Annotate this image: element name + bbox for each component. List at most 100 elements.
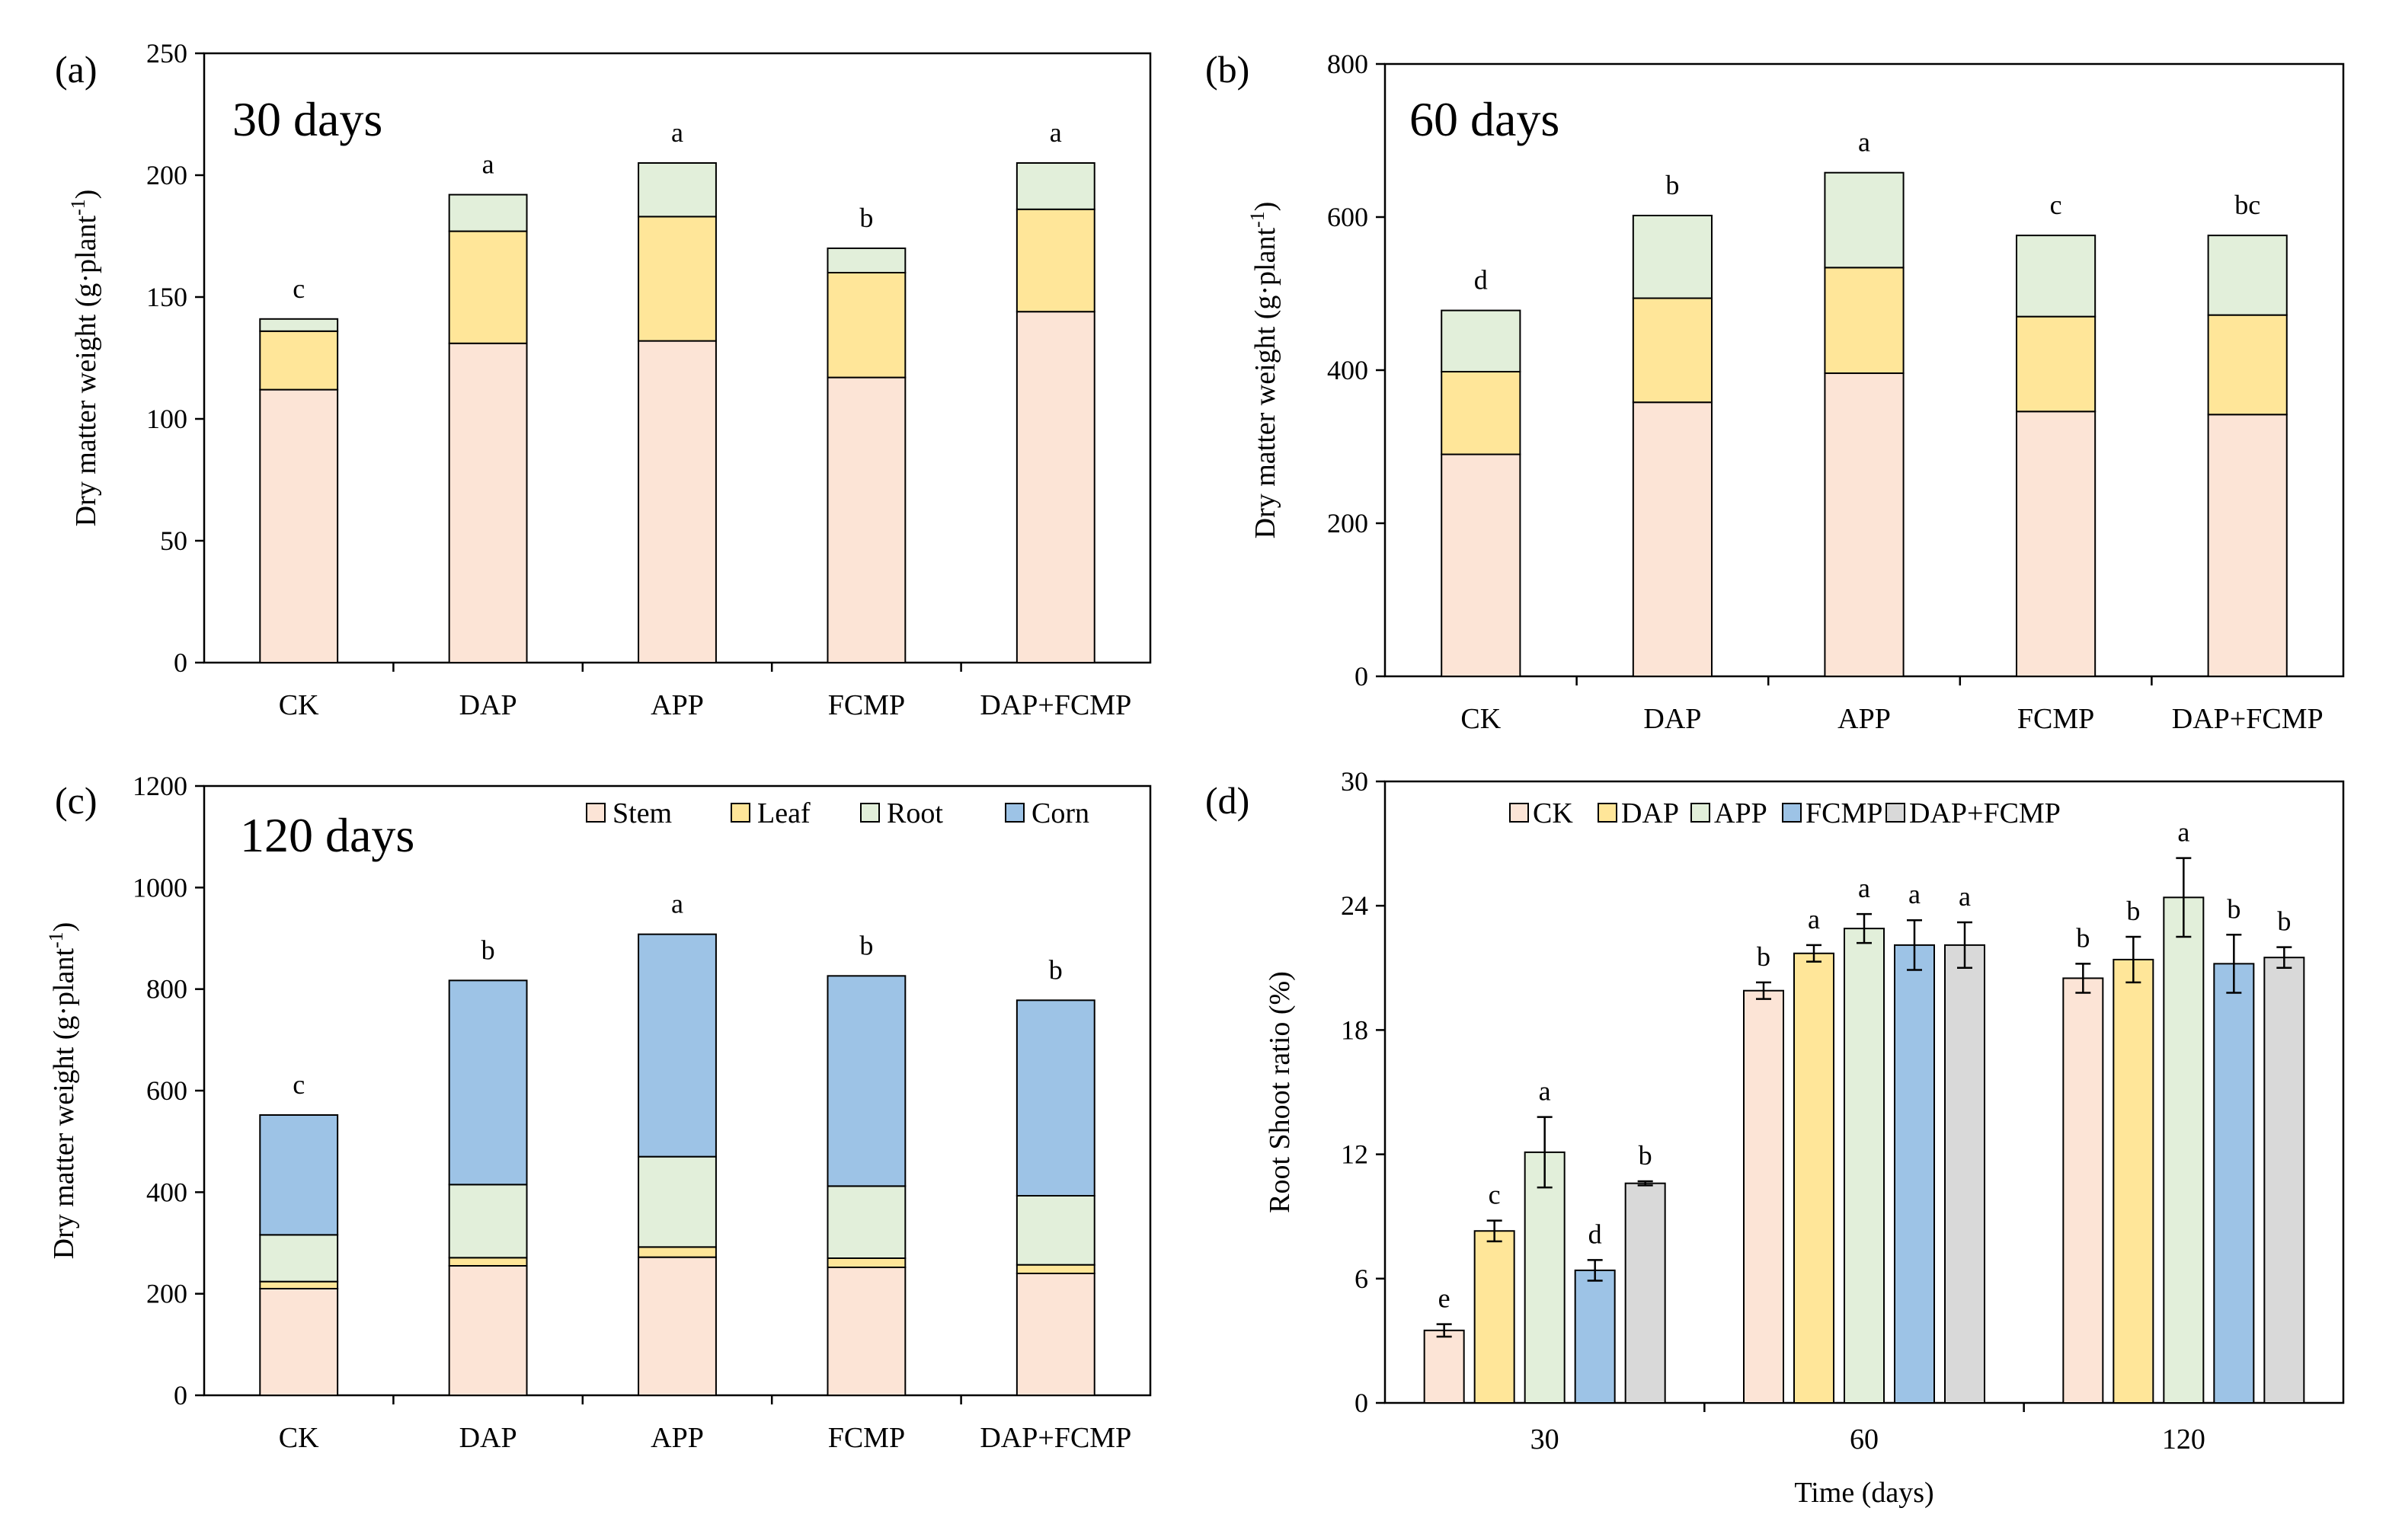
bar-stem	[1824, 372, 1905, 677]
bar-dap	[1793, 952, 1834, 1404]
y-tick-label: 800	[146, 974, 187, 1005]
bar-ck	[1423, 1329, 1465, 1404]
bar-root	[1015, 1195, 1095, 1266]
x-tick-label: APP	[651, 689, 704, 721]
legend-swatch-root	[860, 803, 880, 823]
panel-a: 0 50 100 150 200 250 CK c DAP a APP a FCMP b DAP+FCMP a…	[55, 38, 1152, 721]
bar-stem	[1441, 453, 1521, 677]
bar-leaf	[259, 330, 339, 391]
significance-letter: a	[671, 117, 683, 148]
bar-root	[2207, 235, 2288, 316]
y-axis-label-close: )	[1249, 202, 1281, 212]
significance-letter: a	[2177, 817, 2189, 848]
significance-letter: b	[481, 935, 495, 965]
bar-root	[448, 1184, 528, 1259]
bar-dap-fcmp	[1944, 944, 1985, 1404]
y-tick-label: 200	[146, 160, 187, 190]
significance-letter: a	[671, 889, 683, 919]
significance-letter: c	[293, 1069, 305, 1100]
bar-fcmp	[1894, 944, 1935, 1404]
bar-root	[448, 193, 528, 232]
y-tick-label: 200	[1327, 508, 1368, 538]
x-tick-label: DAP	[459, 1422, 517, 1454]
bar-leaf	[1015, 208, 1095, 313]
bar-stem	[638, 1256, 717, 1396]
legend-swatch-dap	[1598, 803, 1617, 823]
panel-b: 0 200 400 600 800 CK d DAP b APP a FCMP c DAP+FCMP bc (…	[1205, 48, 2345, 735]
significance-letter: c	[2050, 190, 2062, 220]
bar-stem	[448, 342, 528, 663]
legend: CK DAP APP FCMP DAP+FCMP	[1509, 797, 2061, 829]
y-tick-label: 1000	[133, 872, 187, 903]
significance-letter: b	[859, 930, 873, 960]
y-tick-label: 18	[1341, 1014, 1368, 1045]
bar-leaf	[827, 1257, 907, 1268]
y-axis-label-sup: -1	[1246, 211, 1268, 228]
y-tick-label: 0	[174, 1380, 187, 1411]
x-tick-label: CK	[1460, 703, 1501, 735]
significance-letter: c	[293, 273, 305, 304]
bar-fcmp	[1574, 1269, 1616, 1404]
y-tick-label: 6	[1355, 1264, 1368, 1294]
y-axis-label-close: )	[70, 190, 102, 200]
bar-stem	[448, 1265, 528, 1396]
bar-app	[1844, 928, 1885, 1404]
x-tick-label: 30	[1530, 1423, 1559, 1455]
legend-swatch-corn	[1005, 803, 1025, 823]
bar-corn	[827, 975, 907, 1187]
bar-root	[1441, 309, 1521, 373]
panel-title: 60 days	[1409, 92, 1559, 146]
significance-letter: e	[1438, 1283, 1450, 1314]
significance-letter: b	[1639, 1140, 1652, 1171]
bar-dap	[2113, 958, 2154, 1404]
legend-label-dap: DAP	[1621, 797, 1679, 829]
x-tick-label: 60	[1850, 1423, 1879, 1455]
legend-swatch-stem	[586, 803, 606, 823]
y-tick-label: 0	[1355, 1388, 1368, 1418]
bar-corn	[1015, 999, 1095, 1197]
legend-label-stem: Stem	[612, 797, 672, 829]
significance-letter: a	[1808, 904, 1820, 935]
y-tick-label: 50	[160, 526, 187, 556]
bar-stem	[2016, 411, 2097, 678]
bar-fcmp	[2213, 963, 2255, 1404]
significance-letter: c	[1489, 1180, 1501, 1210]
significance-letter: b	[2126, 896, 2140, 926]
y-tick-label: 24	[1341, 890, 1368, 921]
legend-label-fcmp: FCMP	[1805, 797, 1882, 829]
y-axis-label-text: Dry matter weight (g·plant	[48, 948, 80, 1260]
bar-ck	[2062, 977, 2104, 1404]
y-axis-label-sup: -1	[45, 931, 67, 948]
significance-letter: a	[1858, 873, 1870, 903]
y-tick-label: 0	[174, 647, 187, 678]
y-tick-label: 150	[146, 282, 187, 312]
bar-dap-fcmp	[2263, 957, 2305, 1404]
x-tick-label: DAP	[1643, 703, 1701, 735]
bar-leaf	[448, 1257, 528, 1267]
bar-root	[827, 1185, 907, 1260]
bar-stem	[1632, 401, 1713, 678]
bar-stem	[2207, 414, 2288, 677]
y-tick-label: 400	[1327, 355, 1368, 385]
significance-letter: b	[859, 203, 873, 233]
x-tick-label: DAP+FCMP	[980, 689, 1131, 721]
bar-root	[1015, 162, 1095, 210]
bar-stem	[259, 388, 339, 663]
bar-dap	[1473, 1230, 1515, 1404]
y-axis-label: Dry matter weight (g·plant-1)	[1246, 202, 1282, 539]
significance-letter: b	[2277, 906, 2291, 937]
bar-stem	[1015, 311, 1095, 663]
significance-letter: bc	[2234, 190, 2260, 220]
bar-leaf	[1015, 1264, 1095, 1274]
legend-label-ck: CK	[1533, 797, 1573, 829]
significance-letter: a	[1539, 1076, 1551, 1107]
legend-label-root: Root	[887, 797, 943, 829]
bar-leaf	[2207, 314, 2288, 416]
bar-root	[259, 1234, 339, 1283]
y-axis-label: Dry matter weight (g·plant-1)	[67, 190, 103, 527]
bar-leaf	[259, 1280, 339, 1289]
x-tick-label: CK	[279, 1422, 319, 1454]
bar-stem	[827, 376, 907, 663]
significance-letter: b	[2076, 922, 2090, 953]
significance-letter: b	[1049, 954, 1063, 985]
